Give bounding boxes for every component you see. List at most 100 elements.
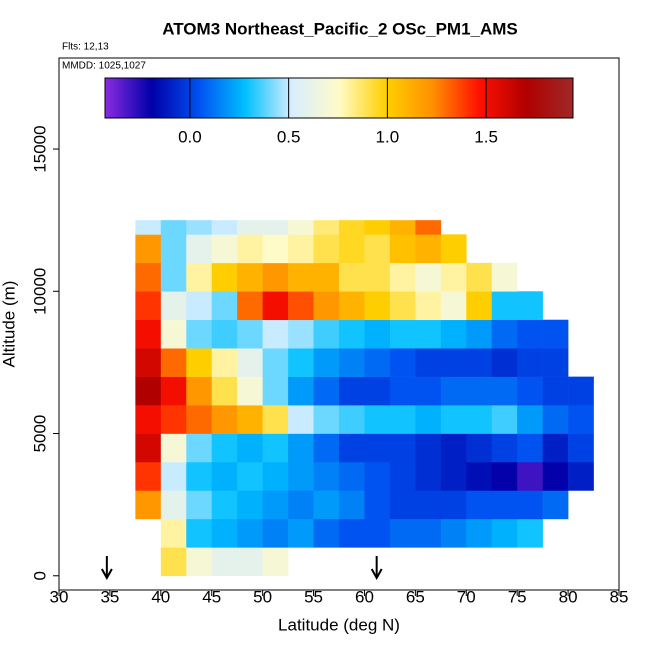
heatmap-cell bbox=[440, 348, 467, 377]
arrow-head bbox=[370, 568, 383, 581]
heatmap-cell bbox=[440, 490, 467, 520]
heatmap-cell bbox=[568, 376, 594, 406]
heatmap-cell bbox=[186, 291, 213, 321]
heatmap-cell bbox=[288, 405, 314, 434]
x-tick-label: 35 bbox=[100, 587, 119, 606]
heatmap-cell bbox=[313, 518, 340, 548]
heatmap-cell bbox=[389, 234, 416, 264]
x-tick-label: 45 bbox=[202, 587, 221, 606]
heatmap-cell bbox=[440, 291, 467, 321]
heatmap-cell bbox=[135, 490, 162, 520]
heatmap-cell bbox=[135, 376, 162, 406]
heatmap-cell bbox=[517, 291, 543, 321]
heatmap-cell bbox=[160, 433, 187, 463]
heatmap-cell bbox=[389, 319, 416, 349]
heatmap-cell bbox=[415, 405, 442, 434]
heatmap-cell bbox=[517, 518, 543, 548]
heatmap-cell bbox=[237, 547, 263, 577]
colorbar bbox=[104, 77, 574, 119]
heatmap-cell bbox=[517, 461, 543, 491]
heatmap-cell bbox=[160, 319, 187, 349]
heatmap-cell bbox=[237, 433, 263, 463]
heatmap-cell bbox=[339, 405, 365, 434]
heatmap-cell bbox=[568, 433, 594, 463]
heatmap-cell bbox=[339, 262, 365, 292]
heatmap-cell bbox=[135, 348, 162, 377]
heatmap-cell bbox=[160, 376, 187, 406]
heatmap-cell bbox=[211, 319, 238, 349]
heatmap-cell bbox=[364, 262, 391, 292]
heatmap-cell bbox=[466, 490, 493, 520]
heatmap-cell bbox=[364, 291, 391, 321]
heatmap-cell bbox=[542, 405, 569, 434]
heatmap-cell bbox=[135, 405, 162, 434]
heatmap-cell bbox=[364, 348, 391, 377]
heatmap-cell bbox=[186, 547, 213, 577]
heatmap-cell bbox=[313, 234, 340, 264]
heatmap-cell bbox=[313, 291, 340, 321]
heatmap-cell bbox=[339, 518, 365, 548]
heatmap-cell bbox=[415, 461, 442, 491]
heatmap-cell bbox=[211, 262, 238, 292]
heatmap-cell bbox=[364, 376, 391, 406]
heatmap-cell bbox=[568, 405, 594, 434]
heatmap-cell bbox=[135, 319, 162, 349]
heatmap-cell bbox=[211, 234, 238, 264]
heatmap-cell bbox=[466, 433, 493, 463]
heatmap-cell bbox=[313, 376, 340, 406]
heatmap-cell bbox=[389, 262, 416, 292]
heatmap-cell bbox=[542, 490, 569, 520]
x-tick-label: 30 bbox=[50, 587, 69, 606]
heatmap-cell bbox=[262, 291, 289, 321]
heatmap-cell bbox=[491, 319, 518, 349]
heatmap-cell bbox=[364, 461, 391, 491]
heatmap-cell bbox=[313, 490, 340, 520]
heatmap-cell bbox=[262, 433, 289, 463]
heatmap-cell bbox=[288, 461, 314, 491]
heatmap-cell bbox=[288, 348, 314, 377]
heatmap-cell bbox=[415, 518, 442, 548]
subtitle: Flts: 12,13 bbox=[62, 42, 109, 53]
heatmap-cell bbox=[542, 433, 569, 463]
x-tick-label: 40 bbox=[151, 587, 170, 606]
heatmap-cell bbox=[466, 291, 493, 321]
heatmap-cell bbox=[288, 490, 314, 520]
x-tick-label: 55 bbox=[304, 587, 323, 606]
heatmap-cell bbox=[160, 405, 187, 434]
heatmap-cell bbox=[389, 376, 416, 406]
heatmap-cell bbox=[262, 405, 289, 434]
heatmap-cell bbox=[415, 234, 442, 264]
heatmap-cell bbox=[517, 348, 543, 377]
heatmap-cell bbox=[135, 262, 162, 292]
heatmap-cell bbox=[542, 348, 569, 377]
heatmap-cell bbox=[339, 461, 365, 491]
heatmap-cell bbox=[440, 376, 467, 406]
heatmap-cell bbox=[160, 291, 187, 321]
heatmap-cell bbox=[313, 319, 340, 349]
heatmap-cell bbox=[237, 234, 263, 264]
x-tick-label: 85 bbox=[610, 587, 629, 606]
heatmap-cell bbox=[415, 490, 442, 520]
heatmap-cell bbox=[313, 262, 340, 292]
heatmap-cell bbox=[135, 234, 162, 264]
heatmap-cell bbox=[211, 433, 238, 463]
heatmap-cell bbox=[491, 376, 518, 406]
heatmap-cell bbox=[389, 461, 416, 491]
heatmap-cell bbox=[415, 348, 442, 377]
heatmap-cell bbox=[415, 319, 442, 349]
heatmap-cell bbox=[186, 461, 213, 491]
heatmap-cell bbox=[237, 376, 263, 406]
heatmap-cell bbox=[160, 547, 187, 577]
heatmap-cell bbox=[491, 291, 518, 321]
heatmap-cell bbox=[186, 490, 213, 520]
heatmap-cell bbox=[262, 518, 289, 548]
heatmap-cell bbox=[237, 220, 263, 235]
heatmap-cell bbox=[186, 405, 213, 434]
y-tick-label: 15000 bbox=[30, 125, 49, 172]
heatmap-cell bbox=[237, 348, 263, 377]
heatmap-cell bbox=[313, 461, 340, 491]
heatmap-cell bbox=[339, 234, 365, 264]
heatmap-cell bbox=[211, 348, 238, 377]
heatmap-cell bbox=[211, 547, 238, 577]
